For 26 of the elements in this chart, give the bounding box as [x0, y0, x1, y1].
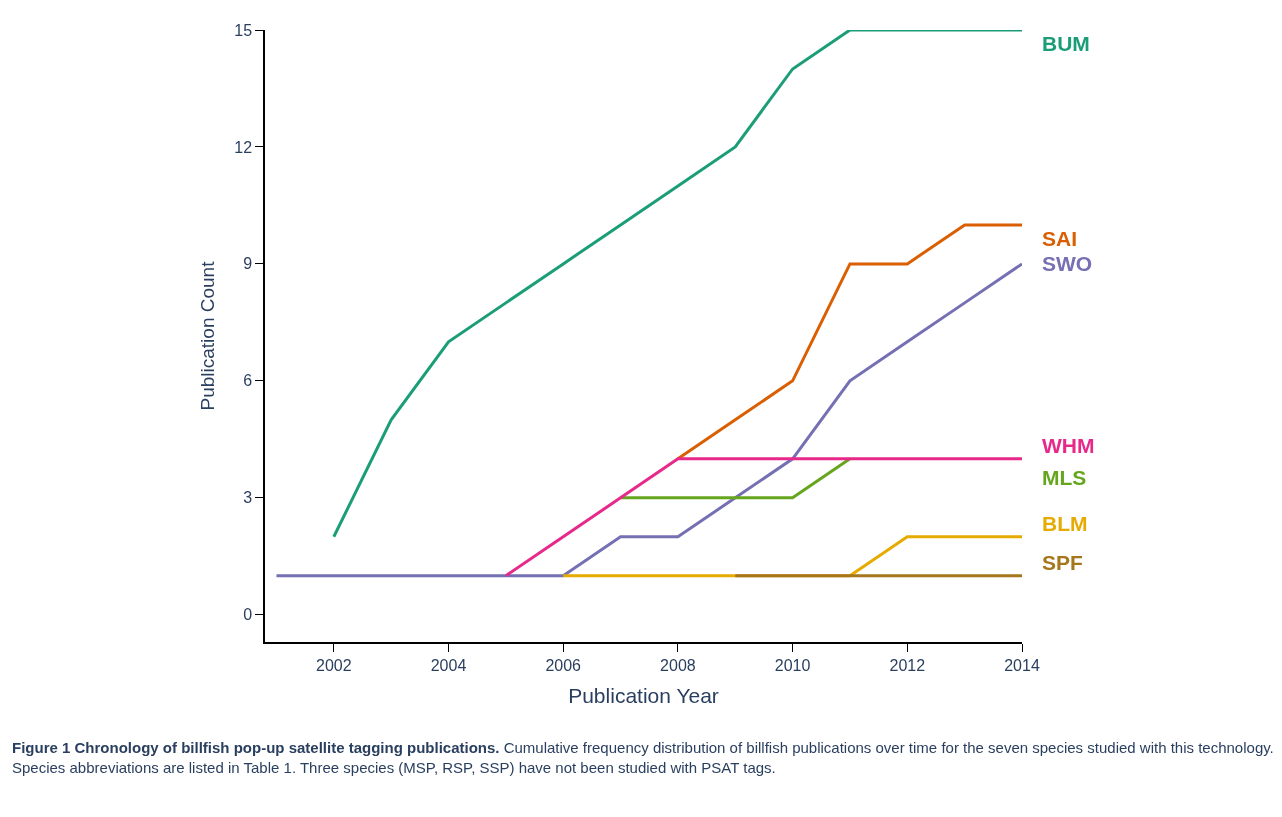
- x-tick-label: 2004: [430, 656, 467, 674]
- x-tick-label: 2010: [774, 656, 811, 674]
- series-label: SPF: [1042, 551, 1084, 574]
- series-label: WHM: [1042, 434, 1095, 457]
- y-axis-title: Publication Count: [196, 260, 218, 411]
- y-tick-label: 6: [243, 372, 253, 390]
- series-label: BLM: [1042, 512, 1088, 535]
- x-tick-label: 2006: [545, 656, 582, 674]
- series-label: BUM: [1042, 32, 1090, 55]
- x-tick-label: 2002: [316, 656, 352, 674]
- y-tick-label: 15: [234, 21, 253, 39]
- x-axis-title: Publication Year: [568, 683, 719, 707]
- line-series: [332, 30, 1022, 539]
- y-tick-label: 12: [234, 138, 253, 156]
- x-tick-label: 2008: [660, 656, 696, 674]
- x-tick-label: 2012: [889, 656, 926, 674]
- series-label: SWO: [1042, 252, 1093, 275]
- text: Figure 1 Chronology of billfish pop-up satellite tagging publications.: [12, 739, 500, 756]
- y-tick-label: 9: [243, 255, 253, 273]
- line-series: [504, 457, 1022, 578]
- text: MLS: [1042, 466, 1087, 489]
- series-label: SAI: [1042, 227, 1078, 250]
- x-tick-label: 2014: [1004, 656, 1040, 674]
- y-tick-label: 3: [243, 489, 253, 507]
- y-tick-label: 0: [243, 606, 253, 624]
- line-series: [274, 262, 1022, 578]
